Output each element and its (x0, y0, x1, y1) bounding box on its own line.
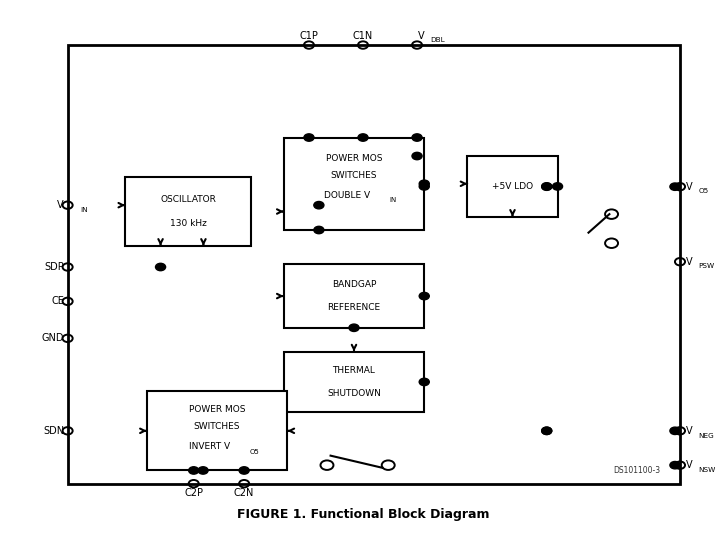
Bar (284, 264, 424, 328)
Text: POWER MOS: POWER MOS (326, 154, 383, 163)
Bar (284, 138, 424, 230)
Text: C2N: C2N (234, 488, 254, 498)
Circle shape (542, 183, 552, 190)
Text: SWITCHES: SWITCHES (331, 171, 378, 180)
Circle shape (349, 324, 359, 332)
Bar (468, 156, 558, 217)
Text: C2P: C2P (184, 488, 203, 498)
Circle shape (304, 134, 314, 141)
Text: 130 kHz: 130 kHz (170, 218, 207, 227)
Text: V: V (686, 460, 693, 470)
Bar (284, 351, 424, 412)
Text: POWER MOS: POWER MOS (189, 405, 245, 414)
Circle shape (198, 467, 208, 474)
Circle shape (542, 427, 552, 435)
Text: C1P: C1P (300, 31, 319, 41)
Bar (126, 177, 251, 246)
Text: V: V (686, 182, 693, 192)
Circle shape (670, 183, 680, 191)
Text: SDN: SDN (43, 426, 64, 436)
Circle shape (419, 378, 429, 386)
Circle shape (542, 427, 552, 435)
Circle shape (412, 134, 422, 141)
Text: GND: GND (41, 333, 64, 343)
Text: DBL: DBL (431, 37, 445, 43)
Text: SHUTDOWN: SHUTDOWN (327, 389, 381, 398)
Bar (147, 391, 287, 470)
Text: O5: O5 (698, 189, 709, 194)
Text: INVERT V: INVERT V (189, 442, 230, 451)
Circle shape (358, 134, 368, 141)
Text: C1N: C1N (353, 31, 373, 41)
Text: PSW: PSW (698, 263, 715, 270)
Text: SWITCHES: SWITCHES (194, 422, 240, 431)
Text: NEG: NEG (698, 433, 714, 438)
Circle shape (314, 226, 324, 234)
Text: V: V (57, 200, 64, 210)
Text: V: V (686, 257, 693, 266)
Text: CE: CE (51, 296, 64, 307)
Circle shape (670, 461, 680, 469)
Circle shape (314, 201, 324, 209)
Circle shape (419, 183, 429, 190)
Text: DOUBLE V: DOUBLE V (324, 191, 370, 200)
Circle shape (552, 183, 563, 190)
Text: THERMAL: THERMAL (333, 366, 375, 375)
Text: OSCILLATOR: OSCILLATOR (160, 195, 216, 205)
Text: NSW: NSW (698, 467, 716, 473)
Text: O5: O5 (250, 449, 259, 455)
Text: V: V (686, 426, 693, 436)
Text: +5V LDO: +5V LDO (492, 182, 533, 191)
Circle shape (412, 152, 422, 160)
Circle shape (419, 180, 429, 187)
Circle shape (419, 293, 429, 300)
Text: IN: IN (389, 197, 396, 203)
Text: BANDGAP: BANDGAP (332, 280, 376, 289)
Circle shape (189, 467, 199, 474)
Text: IN: IN (81, 207, 89, 213)
Text: DS101100-3: DS101100-3 (613, 466, 661, 475)
Circle shape (239, 467, 249, 474)
Text: FIGURE 1. Functional Block Diagram: FIGURE 1. Functional Block Diagram (237, 508, 489, 521)
Circle shape (155, 263, 166, 271)
Text: REFERENCE: REFERENCE (327, 303, 380, 312)
Bar (68, 45, 680, 484)
Circle shape (670, 427, 680, 435)
Text: V: V (417, 31, 425, 41)
Text: SDP: SDP (44, 262, 64, 272)
Circle shape (542, 183, 552, 191)
